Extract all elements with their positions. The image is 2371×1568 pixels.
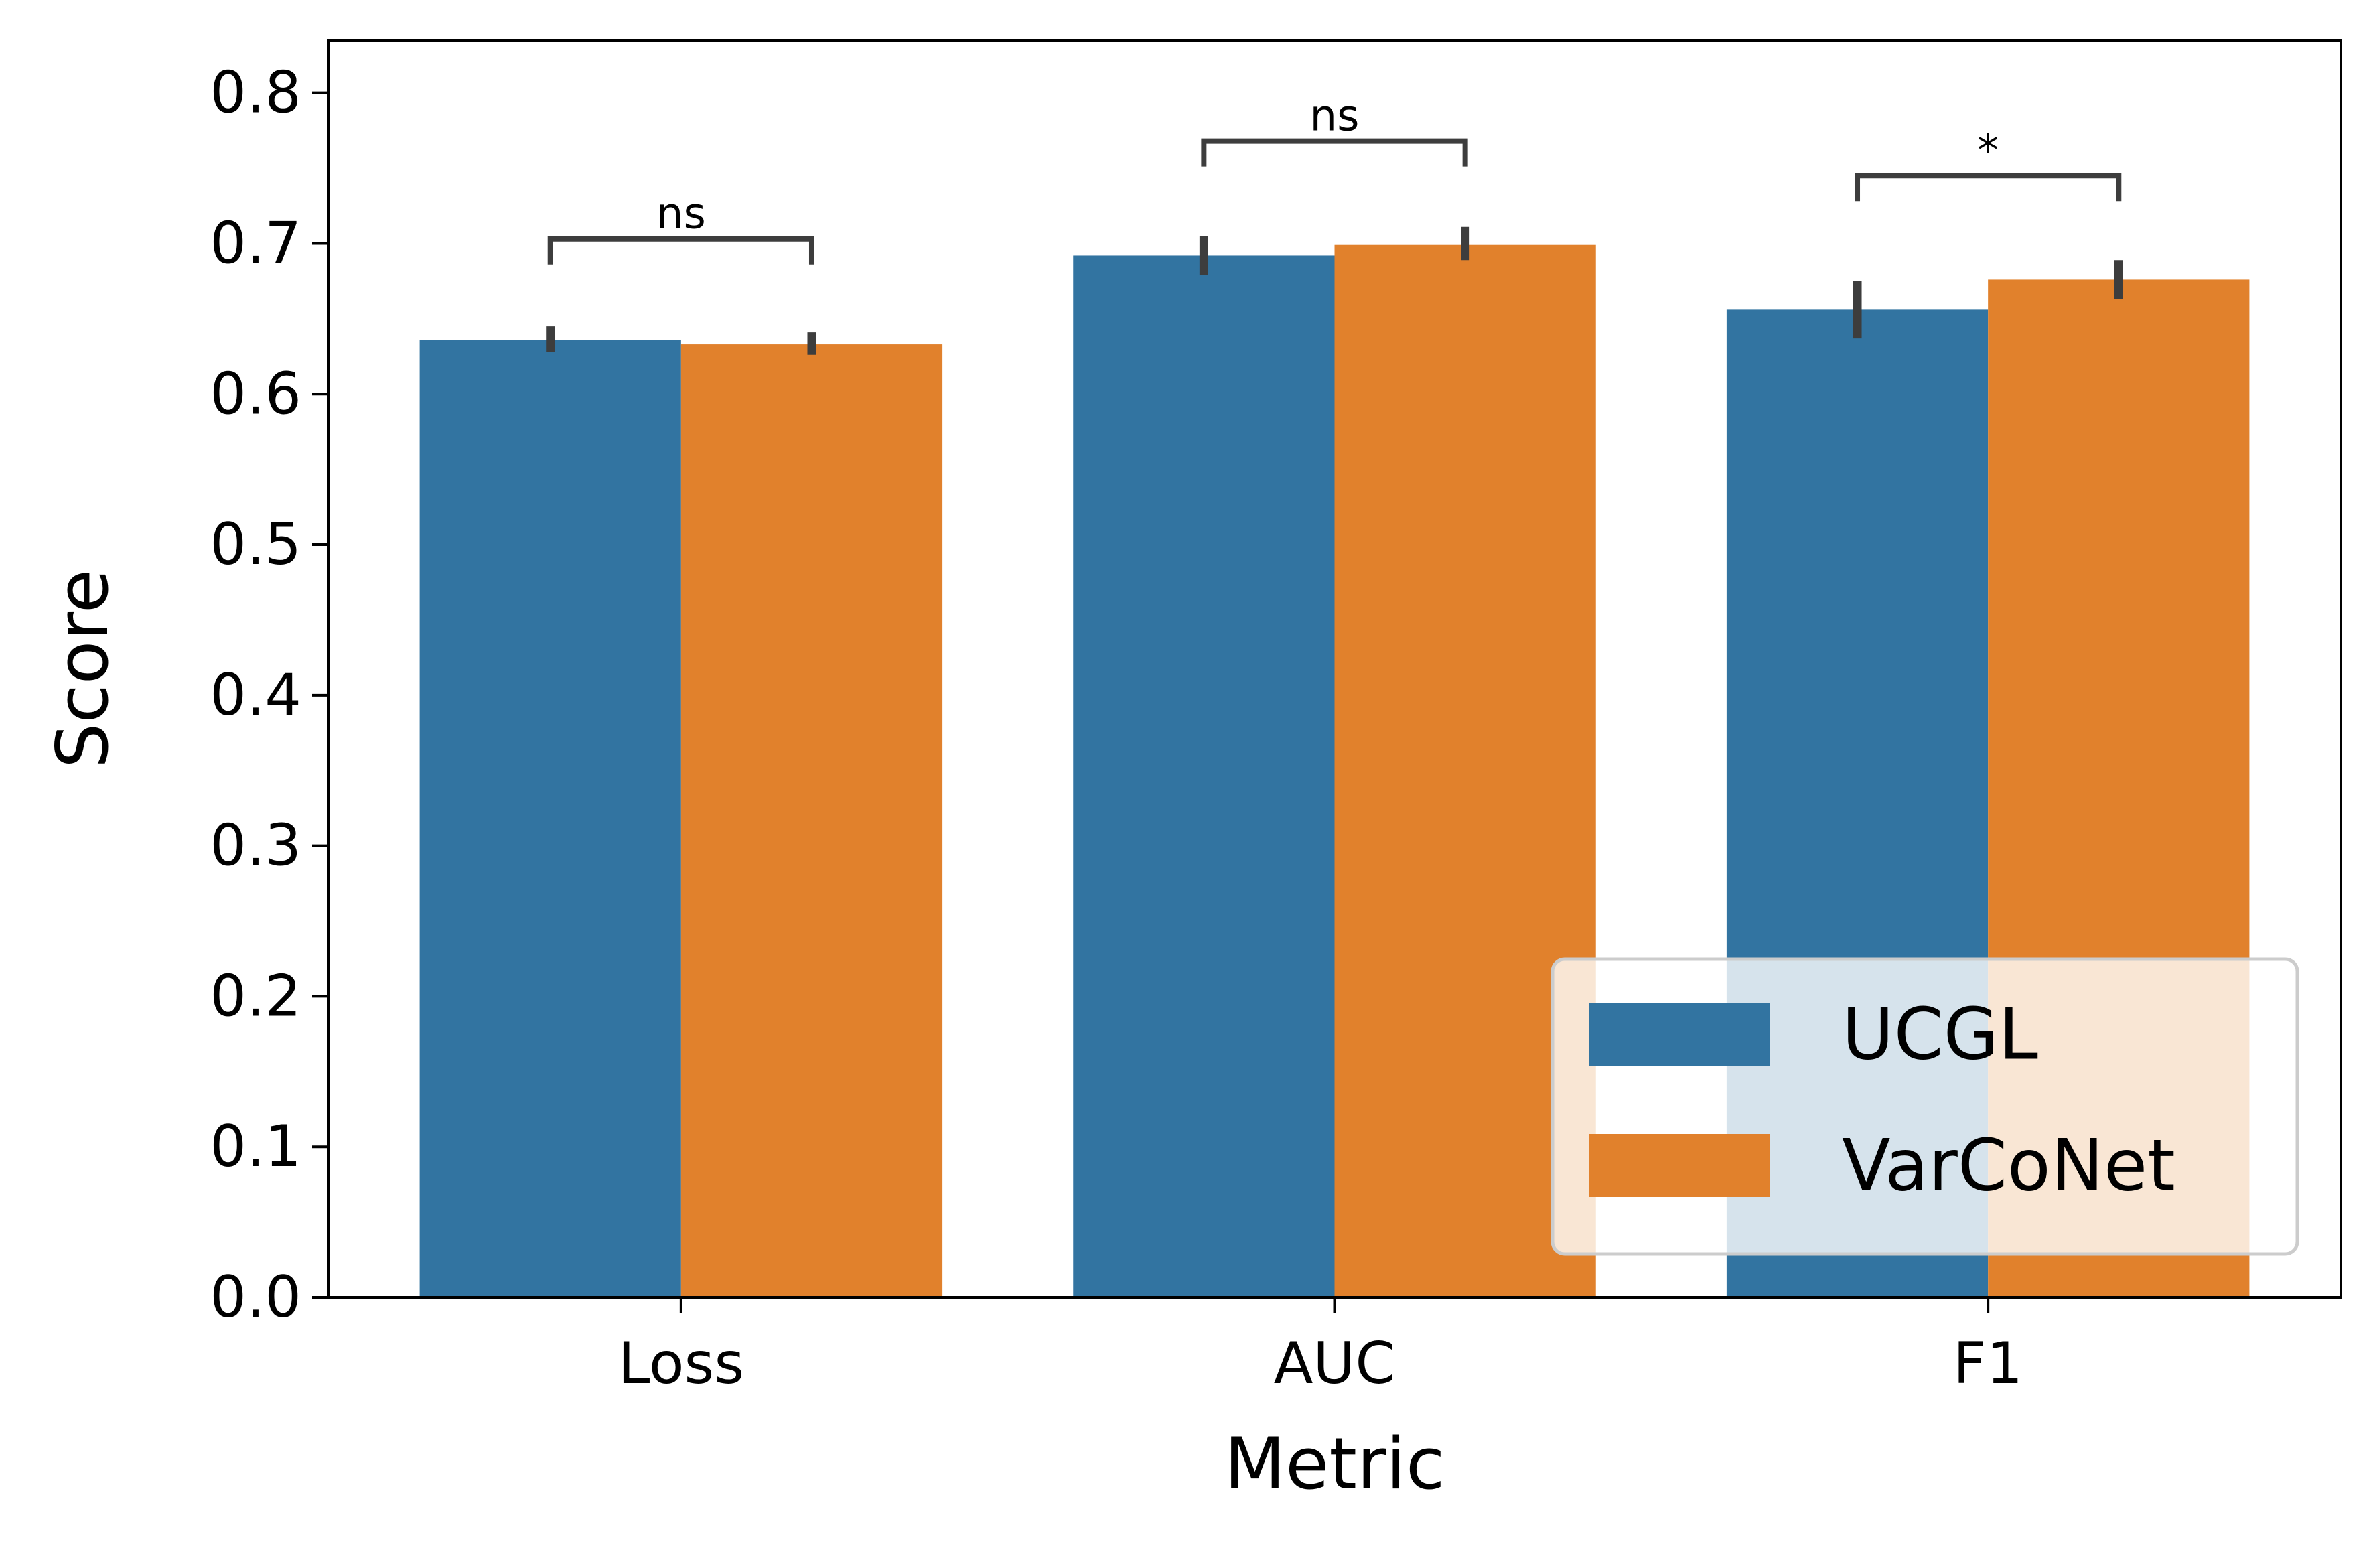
x-tick-label-auc: AUC: [1274, 1330, 1396, 1397]
y-tick-label: 0.3: [210, 812, 301, 879]
error-bars-layer: [546, 226, 2123, 355]
y-tick-label: 0.6: [210, 360, 301, 427]
legend-swatch-ucgl: [1589, 1003, 1770, 1066]
legend: UCGL VarCoNet: [1551, 957, 2299, 1256]
y-tick-label: 0.0: [210, 1264, 301, 1331]
y-axis: 0.0 0.1 0.2 0.3 0.4 0.5 0.6 0.7 0.8: [210, 60, 328, 1331]
significance-annotations: ns ns *: [547, 92, 2122, 265]
significance-label-loss: ns: [656, 190, 706, 239]
significance-label-f1: *: [1977, 126, 1999, 175]
bar-ucgl-loss: [419, 340, 681, 1297]
x-tick-label-loss: Loss: [618, 1330, 745, 1397]
bar-varconet-loss: [680, 344, 943, 1297]
y-tick-label: 0.2: [210, 963, 301, 1029]
significance-bracket-loss: [547, 236, 814, 265]
x-axis-title: Metric: [1224, 1423, 1445, 1505]
y-tick-label: 0.7: [210, 210, 301, 277]
legend-swatch-varconet: [1589, 1134, 1770, 1197]
significance-bracket-f1: [1855, 173, 2122, 202]
y-tick-label: 0.4: [210, 662, 301, 729]
significance-label-auc: ns: [1310, 92, 1360, 141]
bars-layer: [419, 244, 2250, 1298]
y-tick-label: 0.5: [210, 511, 301, 578]
y-tick-label: 0.1: [210, 1113, 301, 1180]
legend-label-ucgl: UCGL: [1842, 993, 2038, 1076]
x-tick-label-f1: F1: [1953, 1330, 2023, 1397]
x-axis: Loss AUC F1: [618, 1297, 2023, 1397]
significance-bracket-auc: [1201, 138, 1468, 167]
bar-ucgl-auc: [1073, 255, 1335, 1297]
y-tick-label: 0.8: [210, 60, 301, 127]
legend-label-varconet: VarCoNet: [1842, 1125, 2175, 1207]
y-axis-title: Score: [42, 569, 124, 768]
